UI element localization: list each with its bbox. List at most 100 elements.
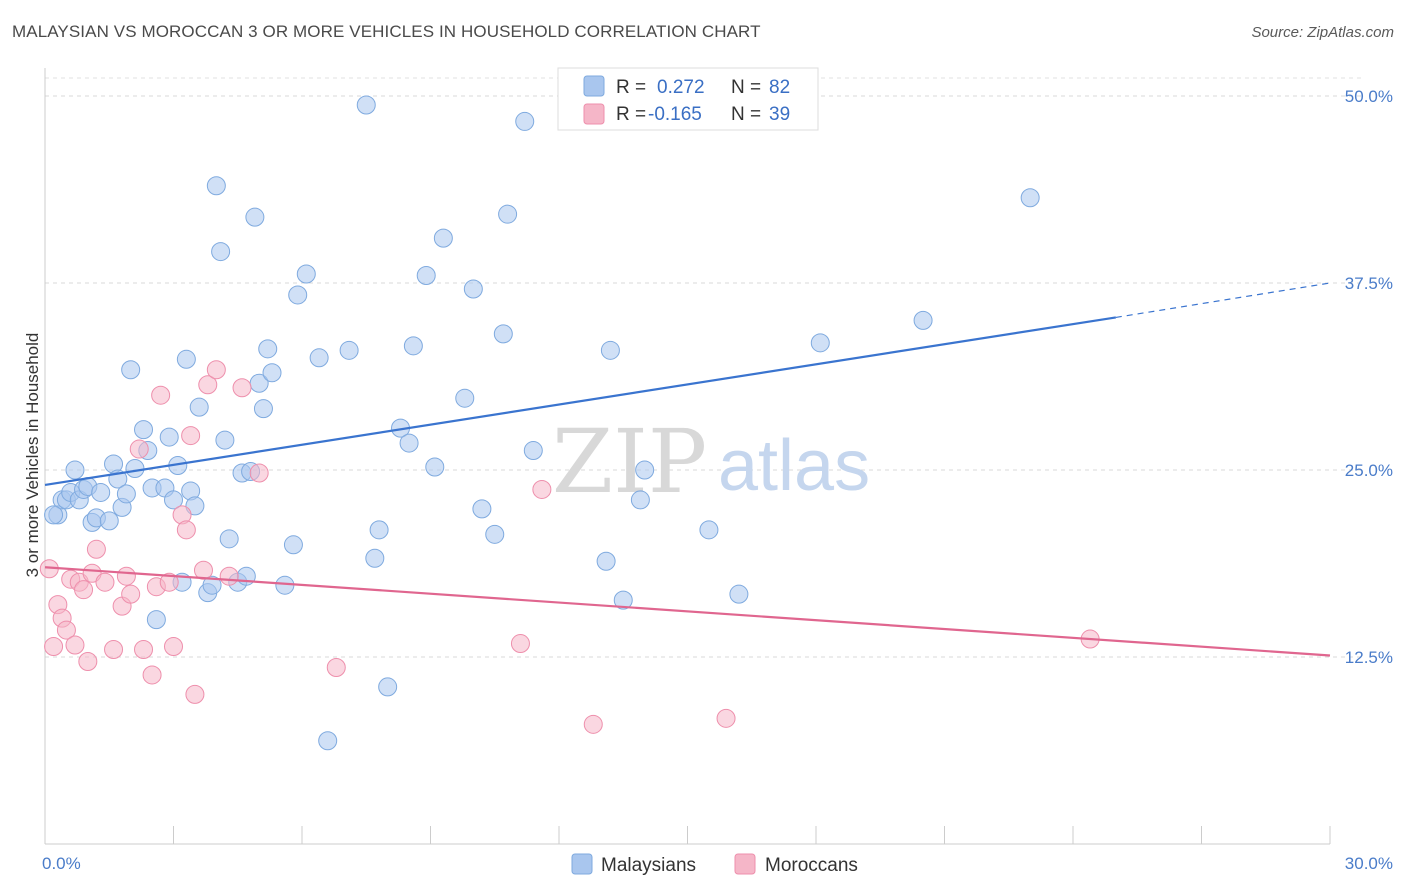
x-tick-label-1: 30.0% bbox=[1345, 854, 1393, 873]
point-malaysians-10 bbox=[91, 482, 111, 502]
point-malaysians-44 bbox=[258, 339, 278, 359]
chart-title: MALAYSIAN VS MOROCCAN 3 OR MORE VEHICLES… bbox=[12, 22, 761, 41]
point-malaysians-80 bbox=[1020, 188, 1040, 208]
point-moroccans-9 bbox=[78, 651, 98, 671]
series-label-moroccans: Moroccans bbox=[765, 855, 858, 876]
point-moroccans-13 bbox=[104, 640, 124, 660]
point-malaysians-75 bbox=[635, 460, 655, 480]
point-moroccans-4 bbox=[56, 620, 76, 640]
point-moroccans-30 bbox=[206, 360, 226, 380]
point-malaysians-67 bbox=[493, 324, 513, 344]
point-malaysians-33 bbox=[206, 176, 226, 196]
legend-swatch-moroccans bbox=[583, 103, 605, 125]
data-points bbox=[39, 95, 1100, 751]
point-malaysians-24 bbox=[164, 490, 183, 510]
legend-n-value-2: 39 bbox=[769, 104, 790, 125]
point-malaysians-47 bbox=[283, 535, 303, 555]
point-malaysians-18 bbox=[134, 420, 154, 440]
point-malaysians-72 bbox=[600, 340, 620, 360]
point-moroccans-23 bbox=[164, 637, 183, 657]
point-malaysians-53 bbox=[356, 95, 376, 115]
point-moroccans-1 bbox=[44, 637, 64, 657]
point-malaysians-15 bbox=[116, 484, 136, 504]
legend-swatch-malaysians bbox=[583, 75, 605, 97]
trend-line-malaysians bbox=[44, 316, 1117, 487]
point-moroccans-38 bbox=[716, 708, 736, 728]
point-malaysians-62 bbox=[433, 228, 453, 248]
point-malaysians-35 bbox=[215, 430, 235, 450]
point-malaysians-45 bbox=[262, 363, 282, 383]
point-moroccans-26 bbox=[181, 426, 201, 446]
y-tick-label-0: 12.5% bbox=[1345, 648, 1393, 667]
point-moroccans-8 bbox=[74, 580, 94, 600]
x-tick-label-0: 0.0% bbox=[42, 854, 81, 873]
point-moroccans-29 bbox=[198, 375, 218, 395]
point-moroccans-15 bbox=[116, 566, 136, 586]
y-tick-label-2: 37.5% bbox=[1345, 274, 1393, 293]
point-malaysians-59 bbox=[403, 336, 423, 356]
point-malaysians-54 bbox=[365, 548, 385, 568]
legend-r-label-2: R = bbox=[616, 104, 646, 125]
point-malaysians-50 bbox=[309, 348, 329, 368]
y-tick-label-3: 50.0% bbox=[1345, 87, 1393, 106]
point-malaysians-71 bbox=[596, 551, 616, 571]
point-malaysians-81 bbox=[44, 505, 64, 525]
y-axis-label: 3 or more Vehicles in Household bbox=[23, 333, 42, 578]
series-swatch-malaysians bbox=[571, 853, 593, 875]
point-malaysians-21 bbox=[146, 610, 166, 630]
point-malaysians-78 bbox=[810, 333, 830, 353]
point-moroccans-34 bbox=[326, 657, 346, 677]
legend-r-value-2: -0.165 bbox=[648, 104, 702, 125]
axes bbox=[44, 68, 1331, 845]
point-malaysians-23 bbox=[159, 427, 179, 447]
point-moroccans-27 bbox=[185, 684, 205, 704]
point-malaysians-36 bbox=[219, 529, 239, 549]
trend-line-malaysians-extension bbox=[1115, 282, 1331, 319]
point-moroccans-6 bbox=[65, 635, 85, 655]
point-moroccans-33 bbox=[249, 463, 269, 483]
series-legend: Malaysians Moroccans bbox=[571, 853, 858, 876]
legend-n-label-2: N = bbox=[731, 104, 761, 125]
source-label: Source: ZipAtlas.com bbox=[1251, 24, 1394, 41]
point-malaysians-73 bbox=[613, 590, 633, 610]
point-malaysians-4 bbox=[65, 460, 85, 480]
point-malaysians-51 bbox=[318, 731, 338, 751]
point-moroccans-22 bbox=[159, 572, 179, 592]
point-moroccans-18 bbox=[134, 640, 154, 660]
point-malaysians-66 bbox=[485, 524, 505, 544]
point-malaysians-65 bbox=[472, 499, 492, 519]
point-malaysians-63 bbox=[455, 388, 475, 408]
point-malaysians-58 bbox=[399, 433, 419, 453]
point-moroccans-35 bbox=[510, 634, 530, 654]
point-malaysians-16 bbox=[121, 360, 141, 380]
point-malaysians-76 bbox=[699, 520, 719, 540]
watermark-atlas: atlas bbox=[718, 426, 870, 506]
point-malaysians-55 bbox=[369, 520, 389, 540]
point-malaysians-30 bbox=[189, 397, 209, 417]
point-moroccans-21 bbox=[151, 385, 171, 405]
point-malaysians-77 bbox=[729, 584, 749, 604]
point-malaysians-61 bbox=[425, 457, 445, 477]
point-malaysians-74 bbox=[630, 490, 650, 510]
point-malaysians-70 bbox=[523, 441, 543, 461]
point-moroccans-36 bbox=[532, 479, 552, 499]
point-malaysians-52 bbox=[339, 340, 359, 360]
watermark-zip: ZIP bbox=[552, 410, 707, 513]
point-malaysians-49 bbox=[296, 264, 316, 284]
y-tick-label-1: 25.0% bbox=[1345, 461, 1393, 480]
trend-lines bbox=[44, 282, 1331, 657]
point-malaysians-32 bbox=[202, 575, 222, 595]
point-malaysians-34 bbox=[211, 242, 231, 262]
series-swatch-moroccans bbox=[734, 853, 756, 875]
point-moroccans-37 bbox=[583, 714, 603, 734]
point-moroccans-17 bbox=[129, 439, 149, 459]
point-malaysians-69 bbox=[515, 111, 535, 131]
point-moroccans-28 bbox=[193, 560, 213, 580]
trend-line-moroccans bbox=[44, 566, 1331, 657]
point-malaysians-64 bbox=[463, 279, 483, 299]
point-malaysians-68 bbox=[498, 204, 518, 224]
point-malaysians-56 bbox=[378, 677, 398, 697]
stats-legend: R = 0.272 N = 82 R = -0.165 N = 39 bbox=[557, 67, 819, 131]
legend-r-label-1: R = bbox=[616, 77, 646, 98]
